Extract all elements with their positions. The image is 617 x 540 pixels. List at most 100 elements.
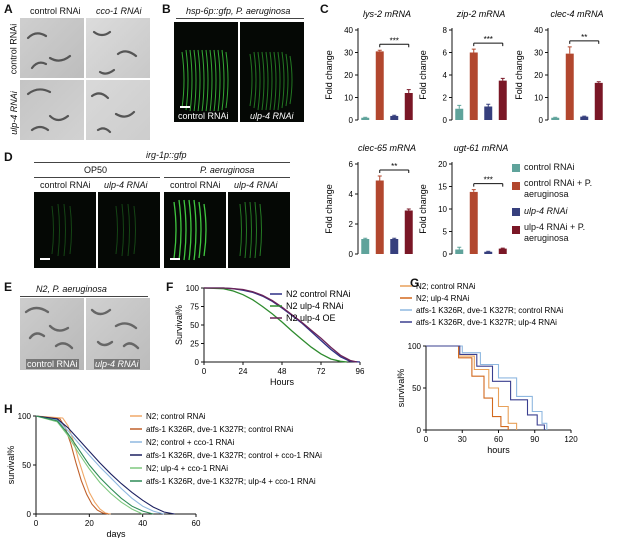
x-tick-label: 20: [85, 519, 94, 528]
panel-a-image-control-cco1: [86, 18, 150, 78]
panel-a-col-header-1: control RNAi: [30, 6, 81, 16]
chart-title: zip-2 mRNA: [456, 9, 506, 19]
y-tick-label: 20: [534, 71, 543, 80]
y-tick-label: 100: [186, 284, 200, 293]
y-tick-label: 10: [438, 205, 447, 214]
x-tick-label: 30: [458, 435, 467, 444]
x-tick-label: 0: [424, 435, 429, 444]
legend-label: atfs-1 K326R, dve-1 K327R; ulp-4 + cco-1…: [146, 477, 316, 486]
y-tick-label: 0: [417, 426, 422, 435]
panel-d-group-rule-pa: [164, 177, 290, 178]
bar: [469, 191, 478, 254]
bar: [375, 180, 384, 254]
panel-a-label: A: [4, 2, 13, 16]
bar: [498, 80, 507, 120]
y-tick-label: 4: [443, 71, 448, 80]
panel-e-caption-ulp4: ulp-4 RNAi: [94, 359, 140, 369]
y-tick-label: 40: [344, 26, 353, 35]
legend-label-ulp4-pa: ulp-4 RNAi + P. aeruginosa: [524, 222, 586, 243]
y-tick-label: 2: [349, 220, 354, 229]
panel-g-label: G: [410, 276, 420, 290]
y-tick-label: 20: [438, 160, 447, 169]
y-axis-label: Fold change: [324, 50, 334, 100]
x-tick-label: 0: [34, 519, 39, 528]
legend-swatch: [512, 208, 520, 216]
legend-label: N2; control RNAi: [416, 282, 476, 291]
panel-c-label: C: [320, 2, 329, 16]
panel-e-caption-control: control RNAi: [26, 359, 79, 369]
y-tick-label: 0: [195, 358, 200, 367]
panel-a-row-header-1: control RNAi: [8, 23, 19, 75]
legend-swatch: [512, 226, 520, 234]
bar: [469, 52, 478, 120]
bar: [361, 117, 370, 120]
y-tick-label: 50: [22, 461, 31, 470]
y-axis-label: Fold change: [418, 50, 428, 100]
legend-label: N2; ulp-4 + cco-1 RNAi: [146, 464, 228, 473]
panel-f-label: F: [166, 280, 174, 294]
y-tick-label: 6: [349, 160, 354, 169]
panel-b-title-rule: [176, 18, 304, 19]
panel-a-col-header-2: cco-1 RNAi: [96, 6, 142, 16]
panel-e-title-rule: [20, 296, 148, 297]
panel-a-image-ulp4-cco1: [86, 80, 150, 140]
chart-title: ugt-61 mRNA: [454, 143, 509, 153]
x-axis-label: hours: [487, 445, 510, 455]
y-axis-label: Fold change: [418, 184, 428, 234]
panel-d-title: irg-1p::gfp: [146, 150, 187, 160]
panel-d-caption-2: ulp-4 RNAi: [104, 180, 148, 190]
chart-ugt61: ugt-61 mRNA 0 5 10 15 20 Fold change ***: [418, 143, 509, 259]
y-axis-label: Fold change: [324, 184, 334, 234]
x-tick-label: 48: [278, 367, 287, 376]
y-tick-label: 0: [27, 510, 32, 519]
series-line: [426, 345, 509, 430]
bar: [375, 51, 384, 120]
panel-b-label: B: [162, 2, 171, 16]
legend-swatch: [512, 164, 520, 172]
panel-b-title: hsp-6p::gfp, P. aeruginosa: [186, 6, 291, 16]
y-tick-label: 25: [190, 340, 199, 349]
panel-h-label: H: [4, 402, 13, 416]
series-line: [35, 415, 154, 515]
y-tick-label: 0: [349, 250, 354, 259]
y-tick-label: 5: [443, 228, 448, 237]
legend-label: atfs-1 K326R, dve-1 K327R; ulp-4 RNAi: [416, 318, 557, 327]
y-axis-label: survival%: [396, 369, 406, 408]
y-tick-label: 8: [443, 26, 448, 35]
series-line: [35, 415, 111, 515]
legend-swatch: [512, 182, 520, 190]
panel-d-group-pa: P. aeruginosa: [200, 165, 255, 175]
bar: [565, 53, 574, 120]
chart-g-survival: 0 50 100 0 30 60 90 120 hours survival% N2; contro…: [396, 282, 578, 455]
y-tick-label: 0: [443, 250, 448, 259]
panel-a-row-header-2: ulp-4 RNAi: [8, 91, 19, 135]
bar: [390, 115, 399, 120]
significance-label: **: [581, 33, 587, 42]
chart-h-survival: 0 50 100 0 20 40 60 days survival% N2; control RN…: [6, 412, 322, 538]
chart-zip2: zip-2 mRNA 0 2 4 6 8 Fold change ***: [418, 9, 507, 125]
y-tick-label: 50: [412, 384, 421, 393]
y-tick-label: 10: [534, 94, 543, 103]
chart-f-survival: 0 25 50 75 100 0 24 48 72 96 Hours Survival% N2 cont…: [174, 284, 365, 387]
panel-b-caption-control: control RNAi: [177, 111, 230, 121]
x-tick-label: 60: [192, 519, 201, 528]
legend-label: N2; control + cco-1 RNAi: [146, 438, 234, 447]
chart-title: clec-65 mRNA: [358, 143, 416, 153]
legend-label-ulp4: ulp-4 RNAi: [524, 206, 568, 216]
y-tick-label: 0: [539, 116, 544, 125]
y-axis-label: Fold change: [514, 50, 524, 100]
y-tick-label: 0: [349, 116, 354, 125]
legend-label: atfs-1 K326R, dve-1 K327R; control RNAi: [146, 425, 293, 434]
y-tick-label: 100: [18, 412, 32, 421]
panel-d-group-rule-op50: [34, 177, 160, 178]
y-tick-label: 0: [443, 116, 448, 125]
panel-d-caption-3: control RNAi: [170, 180, 221, 190]
chart-clec65: clec-65 mRNA 0 2 4 6 Fold change **: [324, 143, 416, 259]
panel-d-title-rule: [34, 162, 290, 163]
x-tick-label: 120: [564, 435, 578, 444]
panel-b-caption-ulp4: ulp-4 RNAi: [249, 111, 295, 121]
panel-d-group-op50: OP50: [84, 165, 108, 175]
series-line: [35, 415, 109, 515]
series-line: [426, 345, 548, 430]
panel-b-image-control: [174, 22, 238, 122]
